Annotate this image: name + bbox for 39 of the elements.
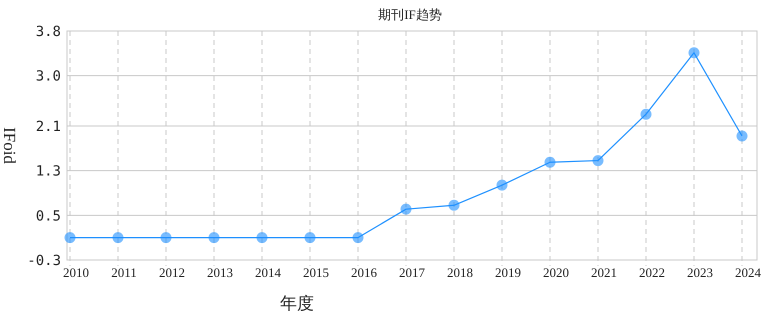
point [736, 130, 748, 142]
point [592, 155, 604, 166]
chart-title: 期刊IF趋势 [378, 7, 442, 22]
x-tick-label: 2021 [591, 265, 617, 280]
y-tick-label: 3.0 [36, 68, 61, 85]
point [640, 108, 652, 120]
x-tick-label: 2013 [207, 265, 233, 280]
x-tick-label: 2020 [543, 265, 569, 280]
y-tick-label: 0.5 [36, 208, 61, 224]
x-tick-label: 2016 [351, 265, 378, 280]
point [64, 232, 76, 244]
point [448, 200, 460, 211]
y-tick-label: 1.3 [36, 164, 61, 180]
point [352, 232, 364, 244]
point [112, 232, 124, 244]
x-tick-label: 2014 [255, 265, 282, 280]
x-tick-label: 2019 [495, 265, 521, 280]
y-tick-label: 2.1 [36, 118, 61, 135]
x-tick-label: 2012 [159, 265, 185, 280]
x-tick-label: 2011 [111, 265, 137, 280]
point [400, 204, 412, 215]
x-axis-title: 年度 [280, 294, 314, 313]
point [544, 156, 556, 168]
x-tick-label: 2023 [687, 265, 713, 280]
y-axis-title: IFoid [0, 127, 19, 164]
point [496, 180, 508, 191]
point [256, 232, 268, 244]
y-tick-label: 3.8 [36, 24, 61, 40]
point [304, 232, 316, 244]
x-tick-label: 2018 [447, 265, 473, 280]
point [160, 232, 172, 244]
y-tick-label: -0.3 [27, 253, 61, 269]
point [208, 232, 220, 244]
x-tick-label: 2010 [63, 265, 89, 280]
x-tick-label: 2024 [735, 265, 762, 280]
x-tick-label: 2015 [303, 265, 329, 280]
point [688, 47, 700, 58]
x-tick-label: 2022 [639, 265, 665, 280]
x-tick-label: 2017 [399, 265, 426, 280]
